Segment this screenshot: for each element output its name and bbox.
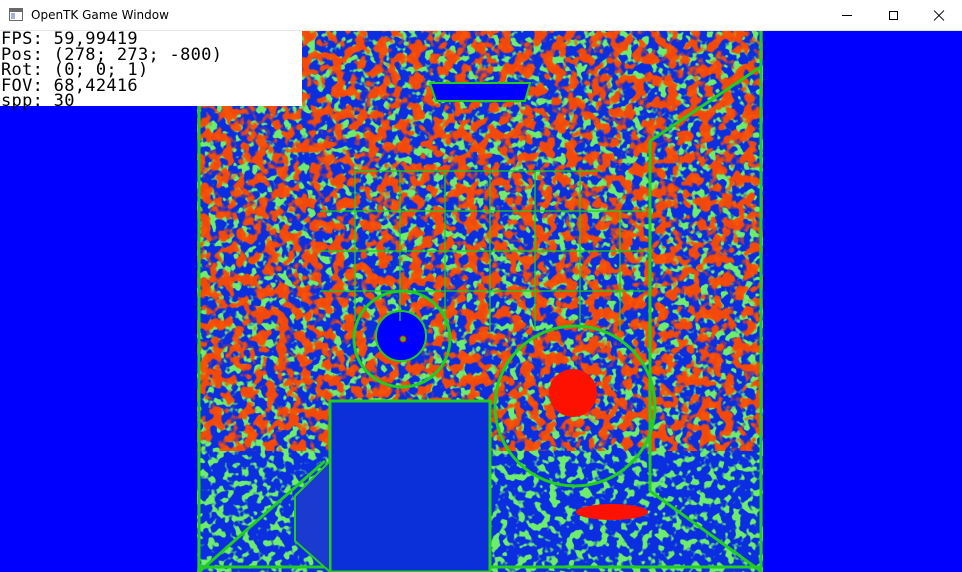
- fov-readout: FOV: 68,42416: [1, 75, 138, 96]
- title-bar[interactable]: OpenTK Game Window: [0, 0, 962, 31]
- short-box-left-face: [294, 458, 331, 572]
- maximize-icon: [888, 11, 898, 20]
- ceiling-light: [428, 82, 532, 102]
- window-title: OpenTK Game Window: [31, 8, 169, 22]
- maximize-button[interactable]: [870, 0, 916, 31]
- spp-readout: spp: 30: [1, 91, 75, 111]
- rotation-readout: Rot: (0; 0; 1): [1, 60, 149, 80]
- short-box: [328, 399, 492, 572]
- position-readout: Pos: (278; 273; -800): [1, 44, 223, 65]
- right-sphere-ring: [493, 324, 657, 488]
- render-canvas: [197, 31, 763, 572]
- tile-grid: [320, 170, 645, 331]
- minimize-button[interactable]: [824, 0, 870, 31]
- app-window-icon: [9, 8, 23, 21]
- debug-overlay: FPS: 59,99419 Pos: (278; 273; -800) Rot:…: [0, 31, 302, 109]
- right-sphere: [549, 369, 597, 417]
- game-viewport[interactable]: FPS: 59,99419 Pos: (278; 273; -800) Rot:…: [0, 31, 962, 572]
- close-button[interactable]: [916, 0, 962, 31]
- left-sphere: [375, 310, 427, 362]
- close-icon: [933, 10, 945, 22]
- minimize-icon: [842, 15, 852, 16]
- floor-highlight: [576, 504, 648, 520]
- fps-readout: FPS: 59,99419: [1, 31, 138, 49]
